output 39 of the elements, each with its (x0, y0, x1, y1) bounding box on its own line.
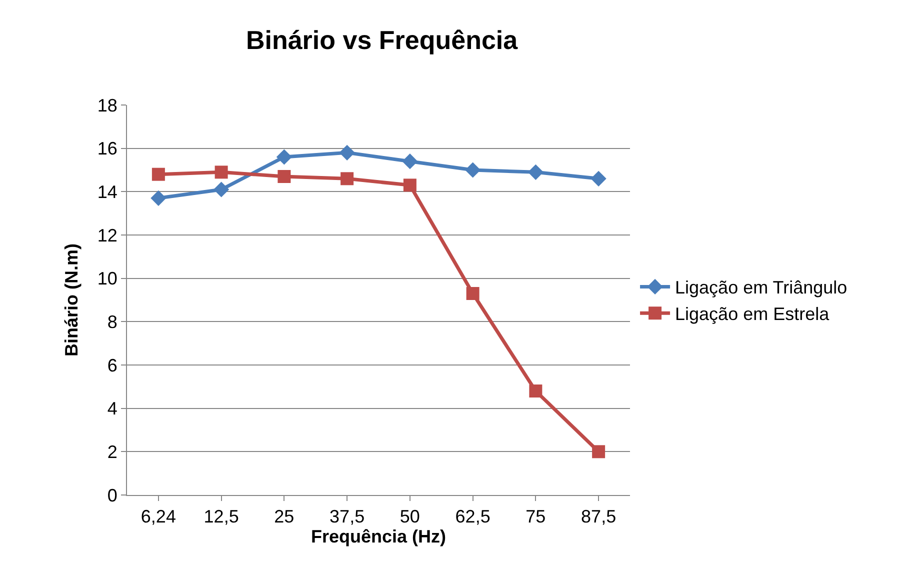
chart-title: Binário vs Frequência (246, 25, 518, 56)
point (340, 172, 354, 186)
x-tick-label: 12,5 (204, 506, 239, 527)
y-tick-label: 16 (97, 138, 118, 159)
point (402, 154, 418, 170)
point (529, 384, 542, 398)
y-tick-label: 6 (107, 355, 118, 376)
x-tick-label: 62,5 (455, 506, 490, 527)
y-tick-label: 2 (107, 442, 118, 462)
point (276, 149, 292, 165)
x-axis-title: Frequência (Hz) (310, 526, 446, 547)
point (152, 168, 165, 181)
point (339, 144, 355, 160)
y-tick-label: 14 (97, 182, 118, 202)
point (590, 170, 606, 186)
y-tick-label: 12 (97, 225, 118, 246)
y-tick-label: 0 (107, 485, 118, 506)
x-tick-label: 37,5 (330, 506, 365, 527)
x-tick-label: 75 (526, 506, 546, 527)
y-tick-label: 8 (107, 312, 118, 332)
point (592, 445, 606, 458)
point (278, 170, 291, 183)
point (465, 162, 481, 178)
point (150, 190, 166, 206)
legend-label: Ligação em Triângulo (675, 278, 848, 298)
point (528, 164, 544, 180)
y-tick-label: 10 (97, 268, 118, 289)
x-tick-label: 50 (400, 506, 420, 527)
point (214, 182, 230, 198)
x-tick-label: 6,24 (140, 506, 176, 527)
y-tick-label: 18 (97, 95, 118, 116)
x-tick-label: 25 (274, 506, 294, 527)
point (403, 178, 416, 192)
point (214, 166, 228, 179)
y-tick-label: 4 (107, 398, 118, 419)
legend-label: Ligação em Estrela (675, 304, 830, 324)
point (466, 287, 480, 300)
x-tick-label: 87,5 (581, 506, 616, 527)
y-axis-title: Binário (N.m) (62, 243, 82, 357)
